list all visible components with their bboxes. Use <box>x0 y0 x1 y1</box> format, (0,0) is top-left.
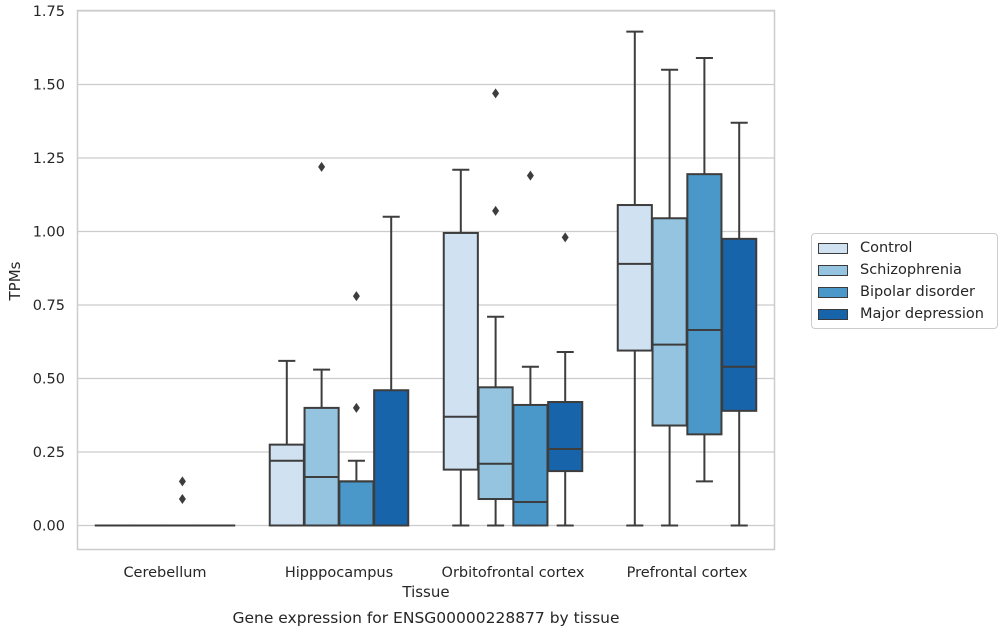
legend-item-bipolar-disorder: Bipolar disorder <box>818 282 975 302</box>
box-iqr <box>548 402 582 471</box>
legend-swatch-schizophrenia <box>818 265 848 276</box>
box-iqr <box>270 445 304 526</box>
box-iqr <box>513 405 547 526</box>
legend-item-schizophrenia: Schizophrenia <box>818 260 962 280</box>
y-tick-label: 0.00 <box>33 518 65 534</box>
legend-item-control: Control <box>818 238 912 258</box>
outlier-point <box>353 403 360 413</box>
legend-swatch-control <box>818 243 848 254</box>
box-schizophrenia-prefrontal-cortex <box>653 70 687 526</box>
box-bipolar-disorder-prefrontal-cortex <box>687 58 721 481</box>
x-tick-label: Orbitofrontal cortex <box>442 565 585 581</box>
x-axis-label: Tissue <box>401 583 449 601</box>
box-bipolar-disorder-cerebellum <box>165 476 199 525</box>
legend-item-major-depression: Major depression <box>818 304 984 324</box>
box-bipolar-disorder-orbitofrontal-cortex <box>513 171 547 526</box>
box-schizophrenia-hipppocampus <box>305 162 339 526</box>
outlier-point <box>492 206 499 216</box>
legend-label-schizophrenia: Schizophrenia <box>860 262 962 278</box>
outlier-point <box>353 291 360 301</box>
x-tick-label: Hipppocampus <box>285 565 393 581</box>
y-axis-ticks: 0.00 0.25 0.50 0.75 1.00 1.25 1.50 1.75 <box>33 4 65 534</box>
x-tick-label: Cerebellum <box>123 565 206 581</box>
box-schizophrenia-orbitofrontal-cortex <box>479 88 513 525</box>
legend-label-control: Control <box>860 240 912 256</box>
x-tick-label: Prefrontal cortex <box>627 565 748 581</box>
outlier-point <box>562 232 569 242</box>
box-iqr <box>339 481 373 525</box>
y-tick-label: 1.50 <box>33 77 65 93</box>
box-major-depression-hipppocampus <box>374 217 408 526</box>
box-control-orbitofrontal-cortex <box>444 170 478 526</box>
y-tick-label: 0.50 <box>33 371 65 387</box>
box-iqr <box>618 205 652 351</box>
legend-swatch-bipolar-disorder <box>818 287 848 298</box>
box-iqr <box>479 387 513 499</box>
box-iqr <box>374 390 408 525</box>
box-control-hipppocampus <box>270 361 304 526</box>
outlier-point <box>179 476 186 486</box>
chart-caption: Gene expression for ENSG00000228877 by t… <box>232 609 619 627</box>
y-tick-label: 1.25 <box>33 151 65 167</box>
box-iqr <box>444 233 478 470</box>
outlier-point <box>179 494 186 504</box>
y-tick-label: 1.00 <box>33 224 65 240</box>
box-iqr <box>687 174 721 434</box>
legend-label-bipolar-disorder: Bipolar disorder <box>860 284 975 300</box>
legend-swatch-major-depression <box>818 309 848 320</box>
box-bipolar-disorder-hipppocampus <box>339 291 373 525</box>
box-iqr <box>653 218 687 425</box>
outlier-point <box>527 171 534 181</box>
outlier-point <box>492 88 499 98</box>
y-tick-label: 0.75 <box>33 298 65 314</box>
y-tick-label: 1.75 <box>33 4 65 20</box>
y-axis-label: TPMs <box>6 261 24 301</box>
box-major-depression-prefrontal-cortex <box>722 123 756 526</box>
box-iqr <box>305 408 339 526</box>
outlier-point <box>318 162 325 172</box>
y-tick-label: 0.25 <box>33 445 65 461</box>
x-axis-ticks: Cerebellum Hipppocampus Orbitofrontal cort… <box>123 565 747 581</box>
legend: Control Schizophrenia Bipolar disorder M… <box>811 233 998 329</box>
box-iqr <box>722 239 756 411</box>
legend-label-major-depression: Major depression <box>860 306 984 322</box>
